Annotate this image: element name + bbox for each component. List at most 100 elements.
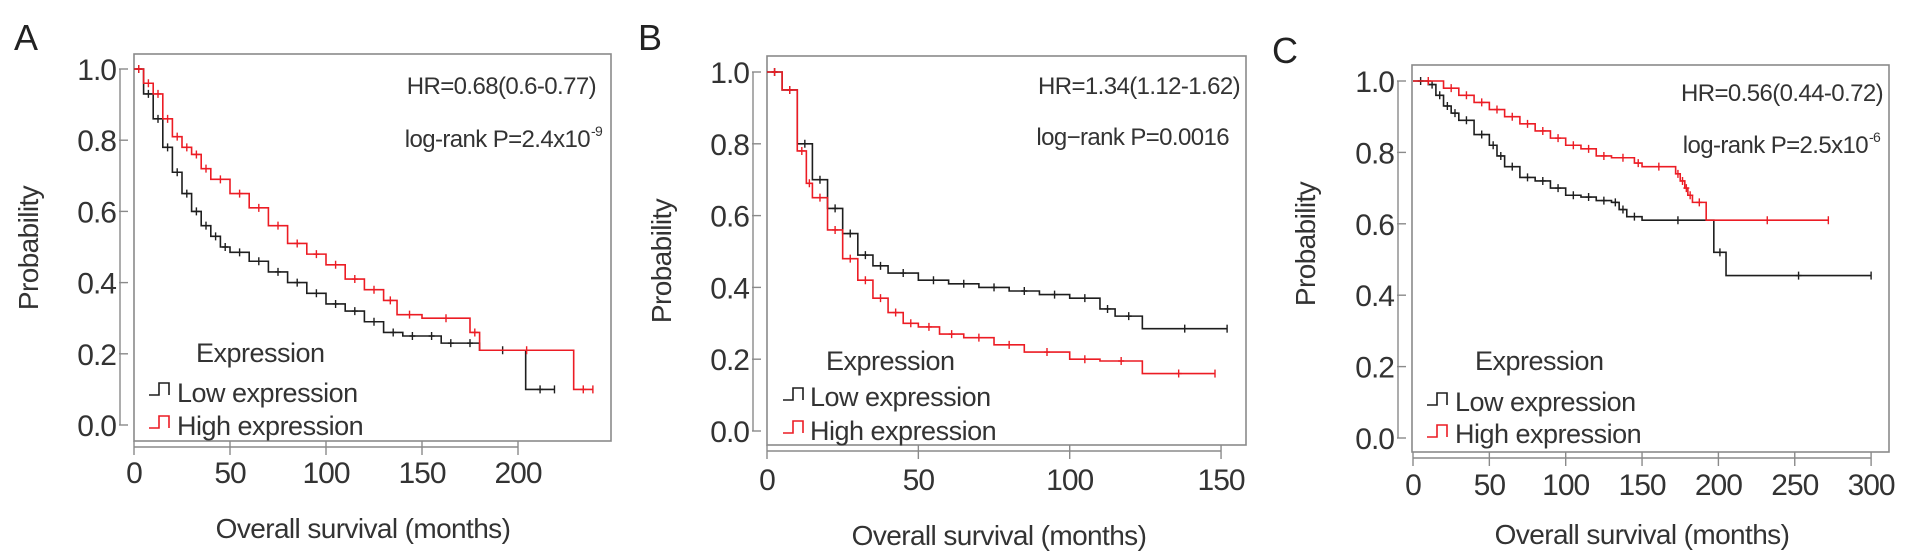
x-tick-label: 0 xyxy=(759,464,775,497)
plot-frame xyxy=(766,55,1247,446)
censor-mark xyxy=(960,279,967,288)
censor-mark xyxy=(1175,369,1182,378)
x-axis-label: Overall survival (months) xyxy=(216,513,511,544)
hazard-ratio-text: HR=0.68(0.6-0.77) xyxy=(407,73,596,100)
censor-mark xyxy=(1478,98,1485,107)
logrank-text: log-rank P=2.5x10 xyxy=(1683,132,1869,159)
hazard-ratio-text: HR=1.34(1.12-1.62) xyxy=(1038,73,1240,100)
y-tick-label: 0.6 xyxy=(1355,209,1394,242)
legend-title: Expression xyxy=(1475,346,1604,376)
y-tick-label: 0.4 xyxy=(77,268,116,301)
censor-mark xyxy=(1509,162,1516,171)
censor-mark xyxy=(1497,151,1504,160)
censor-mark xyxy=(1679,176,1686,185)
censor-mark xyxy=(930,276,937,285)
censor-mark xyxy=(1585,193,1592,202)
censor-mark xyxy=(1181,324,1188,333)
y-tick-label: 0.6 xyxy=(77,196,116,229)
y-axis-label: Probability xyxy=(1290,181,1321,306)
x-tick-label: 150 xyxy=(398,457,445,490)
censor-mark xyxy=(786,85,793,94)
panel-c: C 0.0 0.2 0.4 0.6 0.8 1.0 0 50 100 150 200 250 300 H… xyxy=(1272,30,1896,550)
x-tick-label: 50 xyxy=(214,457,246,490)
censor-mark xyxy=(217,175,224,184)
censor-mark xyxy=(862,276,869,285)
censor-mark xyxy=(580,385,587,394)
censor-mark xyxy=(862,251,869,260)
censor-mark xyxy=(991,283,998,292)
censor-mark xyxy=(1081,294,1088,303)
y-tick-label: 1.0 xyxy=(77,54,116,87)
low-expression-curve xyxy=(134,68,555,391)
censor-mark xyxy=(1125,312,1132,321)
censor-mark xyxy=(1764,216,1771,225)
x-axis-label: Overall survival (months) xyxy=(852,520,1147,551)
censor-mark xyxy=(471,328,478,337)
censor-mark xyxy=(1463,91,1470,100)
legend-high-swatch-icon xyxy=(783,420,804,434)
y-axis-label: Probability xyxy=(646,198,677,323)
censor-mark xyxy=(1795,271,1802,280)
censor-mark xyxy=(174,132,181,141)
logrank-text: log−rank P=0.0016 xyxy=(1036,124,1229,151)
censor-mark xyxy=(155,89,161,98)
censor-mark xyxy=(1570,141,1577,150)
logrank-value: log-rank P=2.4x10 xyxy=(405,126,591,153)
y-tick-label: 0.2 xyxy=(1355,352,1394,385)
censor-mark xyxy=(1555,134,1562,143)
y-tick-label: 1.0 xyxy=(1355,66,1394,99)
x-tick-label: 100 xyxy=(302,457,349,490)
legend-low-swatch-icon xyxy=(783,387,804,401)
censor-mark xyxy=(255,257,262,266)
censor-mark xyxy=(1044,348,1050,357)
censor-mark xyxy=(1674,216,1681,225)
legend-title: Expression xyxy=(196,338,325,368)
panel-letter-c: C xyxy=(1272,30,1298,71)
censor-mark xyxy=(806,179,813,188)
censor-mark xyxy=(467,339,473,348)
censor-mark xyxy=(255,203,262,212)
censor-mark xyxy=(1478,130,1485,139)
censor-mark xyxy=(1118,356,1125,365)
x-tick-label: 300 xyxy=(1848,469,1895,502)
y-tick-label: 0.2 xyxy=(710,344,749,377)
y-axis-label: Probability xyxy=(13,185,44,310)
censor-mark xyxy=(447,339,454,348)
censor-mark xyxy=(164,114,171,123)
censor-mark xyxy=(1619,153,1626,162)
censor-mark xyxy=(145,89,152,98)
y-tick-label: 0.8 xyxy=(1355,137,1394,170)
legend-high-swatch-icon xyxy=(149,415,170,429)
y-tick-label: 0.2 xyxy=(77,339,116,372)
legend-high-swatch-icon xyxy=(1427,424,1448,438)
censor-mark xyxy=(313,289,320,298)
x-tick-label: 100 xyxy=(1046,464,1093,497)
censor-mark xyxy=(1619,205,1626,214)
censor-mark xyxy=(387,296,394,305)
censor-mark xyxy=(537,385,544,394)
censor-mark xyxy=(1655,162,1662,171)
censor-mark xyxy=(1451,109,1458,118)
censor-mark xyxy=(771,68,778,76)
panel-letter-b: B xyxy=(638,17,662,58)
hazard-ratio-text: HR=0.56(0.44-0.72) xyxy=(1681,80,1883,107)
censor-mark xyxy=(203,164,209,173)
censor-mark xyxy=(1425,77,1432,85)
censor-mark xyxy=(193,207,200,216)
censor-mark xyxy=(877,294,884,303)
censor-mark xyxy=(1448,84,1455,93)
y-tick-label: 0.0 xyxy=(77,410,116,443)
censor-mark xyxy=(236,189,243,198)
plot-frame xyxy=(1411,64,1890,453)
censor-mark xyxy=(1555,184,1562,193)
logrank-exponent: -9 xyxy=(591,123,603,139)
x-tick-label: 150 xyxy=(1198,464,1245,497)
censor-mark xyxy=(275,267,281,276)
censor-mark xyxy=(1696,198,1703,207)
y-tick-label: 0.0 xyxy=(1355,423,1394,456)
censor-mark xyxy=(1631,212,1638,221)
censor-mark xyxy=(135,65,142,73)
legend-title: Expression xyxy=(826,346,955,376)
legend-low-label: Low expression xyxy=(177,378,358,408)
